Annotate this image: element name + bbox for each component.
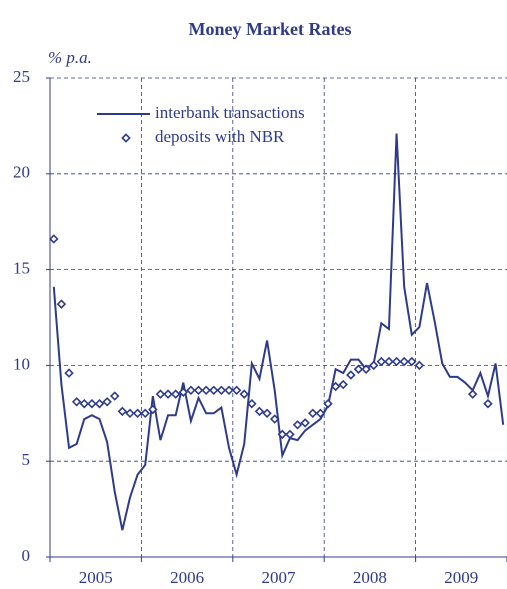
y-tick-label: 15 [13,259,30,278]
deposit-marker [216,385,227,396]
x-tick-label: 2005 [79,568,113,587]
deposit-marker [186,385,196,396]
deposit-marker [102,397,112,407]
deposit-marker [308,408,318,419]
deposit-marker [178,387,189,397]
deposit-marker [269,414,280,424]
x-tick-label: 2007 [262,568,297,587]
legend-label: deposits with NBR [155,127,285,146]
deposit-marker [71,397,82,407]
deposit-marker [368,360,379,371]
chart-title: Money Market Rates [189,19,352,39]
deposit-marker [467,389,478,399]
deposit-marker [407,356,417,367]
deposit-marker [94,398,105,409]
deposit-marker [399,356,409,367]
deposit-marker [323,398,333,409]
y-tick-label: 20 [13,163,30,182]
x-tick-label: 2008 [353,568,387,587]
deposit-marker [117,406,128,417]
deposit-marker [300,418,310,428]
deposit-marker [231,385,242,396]
deposit-marker [376,356,387,367]
deposit-marker [110,391,120,401]
y-tick-label: 10 [13,354,30,373]
deposit-marker [224,385,234,396]
deposit-marker [353,364,364,374]
deposit-marker [170,389,181,399]
y-tick-label: 25 [13,67,30,86]
x-tick-label: 2009 [444,568,478,587]
deposit-marker [414,360,425,371]
deposit-marker [64,368,74,378]
deposit-marker [391,356,402,367]
deposit-marker [125,408,135,419]
deposit-marker [132,408,143,419]
x-tick-label: 2006 [170,568,204,587]
deposit-marker [330,381,341,392]
deposit-marker [254,406,265,417]
deposit-marker [285,429,295,440]
deposit-marker [163,389,173,399]
deposit-marker [239,389,249,399]
y-tick-label: 0 [22,546,31,565]
legend-label: interbank transactions [155,103,305,122]
deposit-marker [79,398,90,409]
deposit-marker [315,408,326,419]
deposit-marker [155,389,166,399]
legend-swatch [121,133,131,143]
deposit-marker [292,420,303,430]
deposit-marker [148,404,158,415]
deposit-marker [56,299,67,309]
deposit-marker [361,364,371,374]
deposit-marker [346,370,356,380]
deposit-marker [384,356,394,367]
deposit-marker [87,398,97,409]
deposit-marker [209,385,219,396]
deposit-marker [483,398,493,409]
deposit-marker [277,429,288,440]
deposit-marker [49,234,59,244]
series-line [52,133,505,531]
deposit-marker [193,385,204,396]
deposit-marker [338,379,348,390]
deposit-marker [262,408,272,419]
deposit-marker [140,408,150,419]
y-axis-label: % p.a. [48,48,92,67]
deposit-marker [247,398,257,409]
deposit-marker [201,385,211,396]
y-tick-label: 5 [22,450,31,469]
